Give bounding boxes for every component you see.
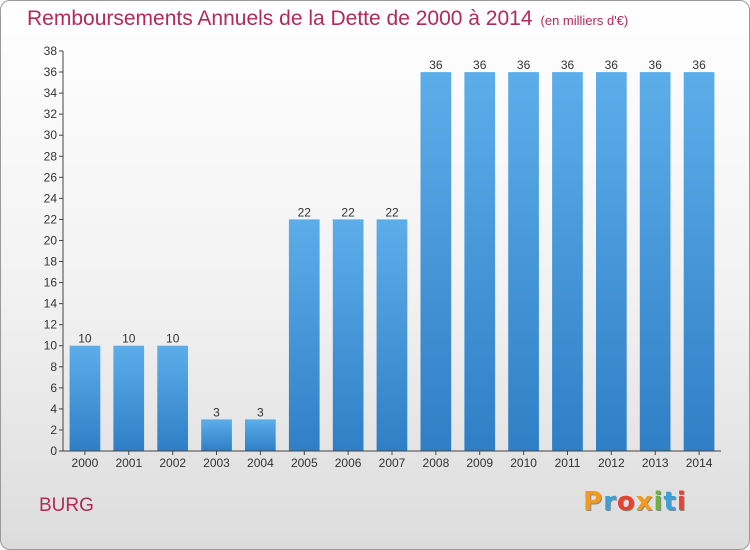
bar-2012 [596, 72, 627, 451]
y-tick-label: 16 [44, 276, 58, 290]
logo-letter: t [663, 487, 677, 517]
data-label-2014: 36 [692, 58, 706, 72]
y-tick-label: 34 [44, 86, 58, 100]
y-tick-label: 4 [50, 402, 57, 416]
y-tick-label: 28 [44, 149, 58, 163]
y-tick-label: 12 [44, 318, 58, 332]
data-label-2002: 10 [166, 332, 180, 346]
data-label-2007: 22 [385, 205, 399, 219]
data-label-2001: 10 [122, 332, 136, 346]
chart-subtitle: (en milliers d'€) [540, 13, 629, 28]
chart-title-text: Remboursements Annuels de la Dette de 20… [27, 7, 533, 30]
data-label-2004: 3 [257, 405, 264, 419]
x-tick-label-2008: 2008 [423, 456, 450, 470]
bar-2010 [508, 72, 539, 451]
y-tick-label: 20 [44, 233, 58, 247]
y-tick-label: 30 [44, 128, 58, 142]
bar-2005 [288, 219, 320, 451]
x-tick-label-2006: 2006 [335, 456, 362, 470]
y-tick-label: 18 [44, 255, 58, 269]
data-label-2000: 10 [78, 332, 92, 346]
bar-2002 [157, 345, 188, 451]
y-tick-label: 36 [44, 65, 58, 79]
x-tick-label-2014: 2014 [686, 456, 713, 470]
x-tick-label-2005: 2005 [291, 456, 318, 470]
logo-letter: i [653, 487, 664, 517]
logo-letter: P [583, 487, 604, 517]
x-tick-label-2007: 2007 [379, 456, 406, 470]
x-tick-label-2011: 2011 [555, 456, 581, 470]
logo-letter: r [603, 487, 617, 517]
x-tick-label-2010: 2010 [510, 456, 537, 470]
proxiti-logo[interactable]: Proxiti [583, 487, 687, 517]
data-label-2008: 36 [429, 58, 443, 72]
bar-2008 [420, 72, 452, 451]
commune-name: BURG [39, 495, 94, 516]
y-tick-label: 2 [50, 423, 57, 437]
logo-letter: x [635, 487, 654, 517]
x-tick-label-2000: 2000 [72, 456, 99, 470]
y-tick-label: 32 [44, 107, 58, 121]
data-label-2011: 36 [561, 58, 575, 72]
x-tick-label-2003: 2003 [203, 456, 230, 470]
x-tick-label-2009: 2009 [466, 456, 493, 470]
bar-2011 [552, 72, 583, 451]
bar-2001 [113, 345, 145, 451]
bars-group: 10 10 10 3 3 22 22 22 36 36 36 36 36 36 36 [69, 58, 715, 451]
data-label-2009: 36 [473, 58, 487, 72]
x-tick-label-2004: 2004 [247, 456, 274, 470]
y-tick-label: 8 [50, 360, 57, 374]
x-tick-label-2012: 2012 [598, 456, 625, 470]
x-tick-label-2013: 2013 [642, 456, 669, 470]
bar-2014 [683, 72, 715, 451]
y-tick-label: 14 [44, 297, 58, 311]
logo-letter: o [616, 487, 636, 517]
bar-2003 [201, 419, 232, 451]
logo-letter: i [676, 487, 687, 517]
bar-2000 [69, 345, 101, 451]
bar-2006 [332, 219, 364, 451]
x-axis: 2000 2001 2002 2003 2004 2005 2006 2007 2008 2009… [63, 450, 721, 470]
data-label-2003: 3 [213, 405, 220, 419]
y-tick-label: 10 [44, 339, 58, 353]
data-label-2006: 22 [341, 205, 355, 219]
data-label-2013: 36 [649, 58, 663, 72]
bar-2004 [245, 419, 276, 451]
chart-title: Remboursements Annuels de la Dette de 20… [27, 7, 628, 31]
bar-2013 [639, 72, 671, 451]
x-tick-label-2002: 2002 [159, 456, 186, 470]
bar-2007 [376, 219, 408, 451]
y-tick-label: 22 [44, 212, 58, 226]
bar-2009 [464, 72, 496, 451]
data-label-2005: 22 [298, 205, 312, 219]
y-tick-label: 26 [44, 170, 58, 184]
y-tick-label: 24 [44, 191, 58, 205]
data-label-2010: 36 [517, 58, 531, 72]
y-tick-label: 6 [50, 381, 57, 395]
x-tick-label-2001: 2001 [115, 456, 142, 470]
data-label-2012: 36 [605, 58, 619, 72]
y-tick-label: 0 [50, 444, 57, 458]
y-tick-label: 38 [44, 44, 58, 58]
